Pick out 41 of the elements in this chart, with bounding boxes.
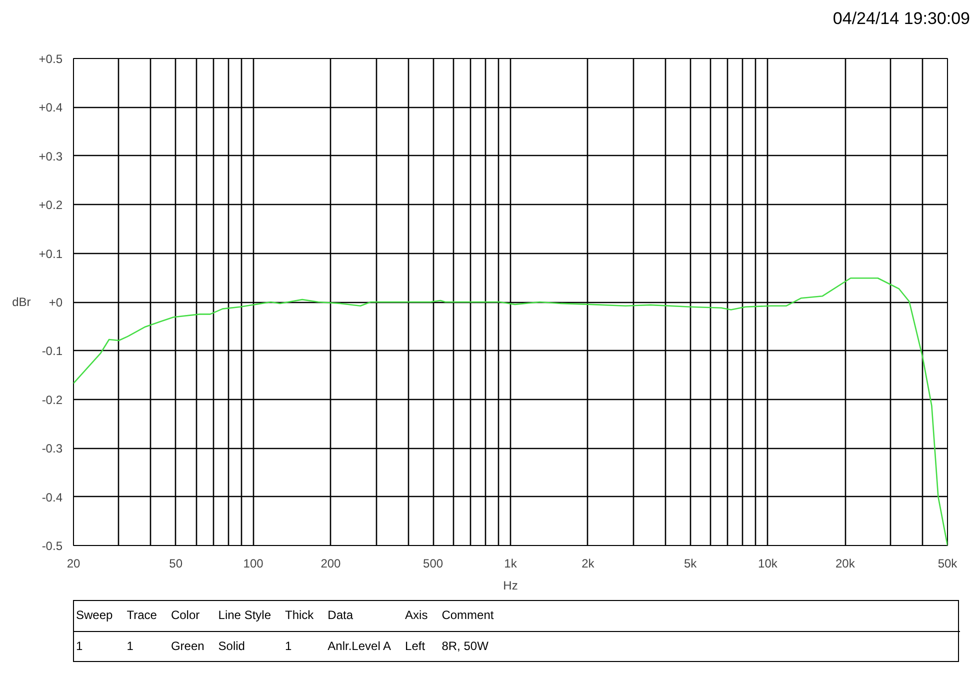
text: Anlr.Level A [326,638,392,655]
y-tick-label: +0.2 [38,198,63,212]
text: Left [404,638,426,655]
text: Line Style [217,607,272,624]
text: Thick [284,607,315,624]
text: Color [170,607,201,624]
x-tick-label: 1k [504,556,518,570]
y-axis-title: dBr [12,295,31,309]
y-tick-label: -0.3 [42,442,63,456]
x-tick-label: 10k [758,556,778,570]
y-tick-label: +0.4 [38,100,63,115]
text: Comment [440,607,495,624]
x-tick-label: 50 [169,556,183,570]
x-tick-label: 100 [243,556,264,570]
text: Solid [217,638,246,655]
text: 1 [75,638,84,655]
y-tick-label: -0.5 [42,539,63,553]
y-tick-label: -0.1 [42,344,63,358]
y-tick-label: +0.3 [38,149,63,164]
text: 8R, 50W [440,638,490,655]
x-axis-title: Hz [503,578,518,592]
text: Data [326,607,354,624]
x-tick-label: 50k [938,556,958,570]
text: Green [170,638,206,655]
x-tick-label: 500 [423,556,444,570]
x-tick-label: 20 [66,556,80,570]
text: 1 [126,638,134,655]
text: Sweep [75,607,114,624]
text: 04/24/14 19:30:09 [832,8,970,30]
y-tick-label: +0.5 [38,52,63,66]
y-tick-label: -0.2 [42,392,63,407]
y-tick-label: +0 [48,296,63,310]
text: Trace [126,607,158,624]
x-tick-label: 20k [835,556,856,570]
y-tick-label: -0.4 [42,490,63,504]
text: Axis [404,607,429,624]
text: 1 [284,638,293,655]
x-tick-label: 5k [684,556,698,570]
x-tick-label: 2k [582,556,596,570]
y-tick-label: +0.1 [38,246,63,261]
x-tick-label: 200 [320,556,342,570]
